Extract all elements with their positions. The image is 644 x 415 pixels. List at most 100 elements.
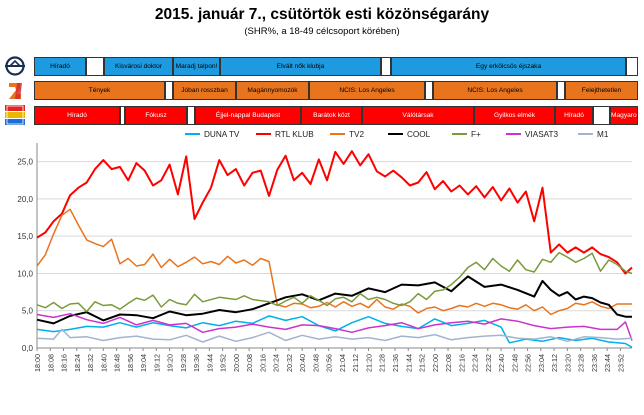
page-subtitle: (SHR%, a 18-49 célcsoport körében) <box>244 26 400 37</box>
x-tick-label: 18:56 <box>126 354 135 372</box>
x-tick-label: 21:36 <box>391 354 400 372</box>
x-tick-label: 20:48 <box>311 354 320 372</box>
rtl-program-block: Barátok közt <box>301 106 362 125</box>
x-tick-label: 21:28 <box>378 354 387 372</box>
rtl-program-block: Híradó <box>34 106 120 125</box>
x-tick-label: 22:08 <box>444 354 453 372</box>
rtl-schedule-gap <box>593 106 610 125</box>
series-line-m1 <box>36 328 633 343</box>
m1-schedule-gap <box>86 57 104 76</box>
x-tick-label: 20:56 <box>325 354 334 372</box>
x-tick-label: 19:36 <box>192 354 201 372</box>
x-tick-label: 19:28 <box>179 354 188 372</box>
tv2-logo-icon <box>5 81 25 101</box>
rtl-klub-logo-icon <box>5 105 25 125</box>
x-tick-label: 19:12 <box>152 354 161 372</box>
y-tick-label: 10,0 <box>17 269 33 278</box>
m1-schedule: Híradó Kisvárosi doktor Maradj talpon! Elvá… <box>34 57 638 76</box>
m1-schedule-gap <box>381 57 391 76</box>
x-tick-label: 18:08 <box>46 354 55 372</box>
rtl-schedule-gap <box>120 106 125 125</box>
series-line-tv2 <box>36 208 632 316</box>
x-tick-label: 23:20 <box>563 354 572 372</box>
rtl-program-block: Híradó <box>555 106 593 125</box>
series-line-duna-tv <box>36 315 633 348</box>
legend-label: M1 <box>597 130 609 139</box>
rtl-schedule-gap <box>187 106 195 125</box>
page-title: 2015. január 7., csütörtök esti közönség… <box>154 6 490 23</box>
legend-label: F+ <box>471 130 481 139</box>
m1-program-block: Maradj talpon! <box>173 57 220 76</box>
series-line-rtl-klub <box>36 150 633 275</box>
x-tick-label: 20:16 <box>258 354 267 372</box>
x-tick-label: 20:40 <box>298 354 307 372</box>
x-tick-label: 22:32 <box>484 354 493 372</box>
series-line-f- <box>36 251 633 313</box>
rtl-program-block: Fókusz <box>125 106 187 125</box>
x-tick-label: 21:20 <box>364 354 373 372</box>
m1-logo-icon <box>5 56 25 76</box>
m1-program-block: Híradó <box>34 57 86 76</box>
x-tick-label: 19:04 <box>139 354 148 372</box>
x-tick-label: 20:00 <box>232 354 241 372</box>
x-tick-label: 20:24 <box>272 354 281 372</box>
tv2-schedule-gap <box>165 81 173 100</box>
legend-label: RTL KLUB <box>275 130 314 139</box>
x-tick-label: 22:00 <box>431 354 440 372</box>
x-tick-label: 19:52 <box>219 354 228 372</box>
series-line-viasat3 <box>36 312 633 341</box>
tv2-schedule-gap <box>425 81 433 100</box>
x-tick-label: 19:20 <box>166 354 175 372</box>
rtl-program-block: Éjjel-nappal Budapest <box>195 106 301 125</box>
legend-label: COOL <box>407 130 431 139</box>
m1-program-block: Elvált nők klubja <box>220 57 381 76</box>
tv2-program-block: Felejthetetlen <box>565 81 638 100</box>
x-tick-label: 20:08 <box>245 354 254 372</box>
rtl-klub-schedule: Híradó Fókusz Éjjel-nappal Budapest Barátok… <box>34 106 638 125</box>
tv2-program-block: NCIS: Los Angeles <box>309 81 425 100</box>
x-tick-label: 23:28 <box>577 354 586 372</box>
tv2-program-block: Tények <box>34 81 165 100</box>
x-tick-label: 23:04 <box>537 354 546 372</box>
rtl-program-block: Magyarok Belovai <box>610 106 638 125</box>
tv2-program-block: Magánnyomozók <box>236 81 309 100</box>
m1-schedule-gap <box>626 57 638 76</box>
x-tick-label: 22:48 <box>510 354 519 372</box>
x-tick-label: 23:44 <box>603 354 612 372</box>
y-tick-label: 15,0 <box>17 232 33 241</box>
rtl-program-block: Válótársak <box>362 106 474 125</box>
tv2-program-block: NCIS: Los Angeles <box>433 81 557 100</box>
x-tick-label: 18:48 <box>113 354 122 372</box>
x-tick-label: 23:36 <box>590 354 599 372</box>
x-tick-label: 22:56 <box>524 354 533 372</box>
tv2-schedule-gap <box>557 81 565 100</box>
y-tick-label: 20,0 <box>17 195 33 204</box>
x-tick-label: 23:12 <box>550 354 559 372</box>
x-tick-label: 20:32 <box>285 354 294 372</box>
x-tick-label: 22:16 <box>457 354 466 372</box>
x-tick-label: 18:16 <box>60 354 69 372</box>
x-tick-label: 22:24 <box>471 354 480 372</box>
legend-label: TV2 <box>349 130 364 139</box>
x-tick-label: 22:40 <box>497 354 506 372</box>
rtl-program-block: Gyilkos elmék <box>474 106 555 125</box>
x-tick-label: 21:12 <box>351 354 360 372</box>
x-tick-label: 18:32 <box>86 354 95 372</box>
x-tick-label: 18:24 <box>73 354 82 372</box>
x-tick-label: 21:52 <box>418 354 427 372</box>
x-tick-label: 18:40 <box>99 354 108 372</box>
m1-program-block: Kisvárosi doktor <box>104 57 173 76</box>
legend-label: DUNA TV <box>204 130 240 139</box>
x-tick-label: 21:44 <box>404 354 413 372</box>
x-tick-label: 19:44 <box>205 354 214 372</box>
tv2-schedule: Tények Jóban rosszban Magánnyomozók NCIS: L… <box>34 81 638 100</box>
x-tick-label: 18:00 <box>33 354 42 372</box>
x-tick-label: 23:52 <box>616 354 625 372</box>
legend-label: VIASAT3 <box>525 130 559 139</box>
y-tick-label: 0,0 <box>22 344 34 353</box>
x-tick-label: 21:04 <box>338 354 347 372</box>
tv2-program-block: Jóban rosszban <box>173 81 236 100</box>
m1-program-block: Egy erkölcsös éjszaka <box>391 57 626 76</box>
series-line-cool <box>36 275 632 325</box>
